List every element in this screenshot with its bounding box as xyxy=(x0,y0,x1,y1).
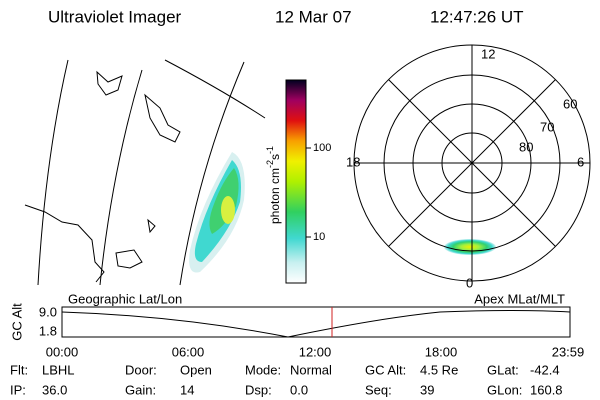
footer-value: 39 xyxy=(420,382,434,397)
y-tick-label: 1.8 xyxy=(39,323,57,338)
map xyxy=(24,59,266,286)
colorbar xyxy=(285,79,307,284)
title: Ultraviolet Imager xyxy=(48,7,182,26)
colorbar-label: photon cm-2s-1 xyxy=(265,146,282,224)
footer-label: GLon: xyxy=(487,382,522,397)
footer-value: 160.8 xyxy=(530,382,563,397)
footer-label: IP: xyxy=(10,382,26,397)
timeline-right-label: Apex MLat/MLT xyxy=(474,291,565,306)
label-text: photon cm xyxy=(268,168,282,224)
footer-label: GLat: xyxy=(487,362,519,377)
x-tick-label: 18:00 xyxy=(425,344,458,359)
footer-value: 0.0 xyxy=(290,382,308,397)
footer-value: Open xyxy=(180,362,212,377)
polar-plot xyxy=(353,44,591,282)
mlat-label: 70 xyxy=(540,119,554,134)
x-tick-label: 23:59 xyxy=(552,344,585,359)
x-tick-label: 12:00 xyxy=(299,344,332,359)
mlt-label: 6 xyxy=(577,154,584,169)
footer-label: Seq: xyxy=(365,382,392,397)
footer-value: 36.0 xyxy=(42,382,67,397)
mlat-label: 80 xyxy=(519,139,533,154)
x-tick-label: 00:00 xyxy=(46,344,79,359)
footer: Flt: LBHL IP: 36.0 Door: Open Gain: 14 Mode: Norm… xyxy=(10,362,563,397)
footer-value: LBHL xyxy=(42,362,75,377)
footer-value: -42.4 xyxy=(530,362,560,377)
colorbar-tick-label: 100 xyxy=(313,142,331,154)
footer-label: Flt: xyxy=(10,362,28,377)
timeline-left-label: Geographic Lat/Lon xyxy=(68,291,182,306)
mlt-label: 12 xyxy=(481,46,495,61)
footer-label: Dsp: xyxy=(245,382,272,397)
label-text: s xyxy=(268,154,282,160)
footer-label: GC Alt: xyxy=(365,362,406,377)
footer-value: Normal xyxy=(290,362,332,377)
mlt-label: 18 xyxy=(346,154,360,169)
x-tick-label: 06:00 xyxy=(172,344,205,359)
date: 12 Mar 07 xyxy=(275,7,352,26)
y-axis-label: GC Alt xyxy=(9,303,24,341)
footer-label: Mode: xyxy=(245,362,281,377)
footer-value: 4.5 Re xyxy=(420,362,458,377)
timeline-frame xyxy=(61,306,571,338)
time: 12:47:26 UT xyxy=(430,7,524,26)
label-sup: -1 xyxy=(265,146,275,154)
footer-label: Door: xyxy=(125,362,157,377)
footer-value: 14 xyxy=(180,382,194,397)
colorbar-tick-label: 10 xyxy=(313,231,325,243)
mlt-label: 0 xyxy=(466,275,473,290)
label-sup: -2 xyxy=(265,160,275,168)
mlat-label: 60 xyxy=(563,96,577,111)
altitude-curve xyxy=(61,310,571,338)
y-tick-label: 9.0 xyxy=(39,304,57,319)
footer-label: Gain: xyxy=(125,382,156,397)
